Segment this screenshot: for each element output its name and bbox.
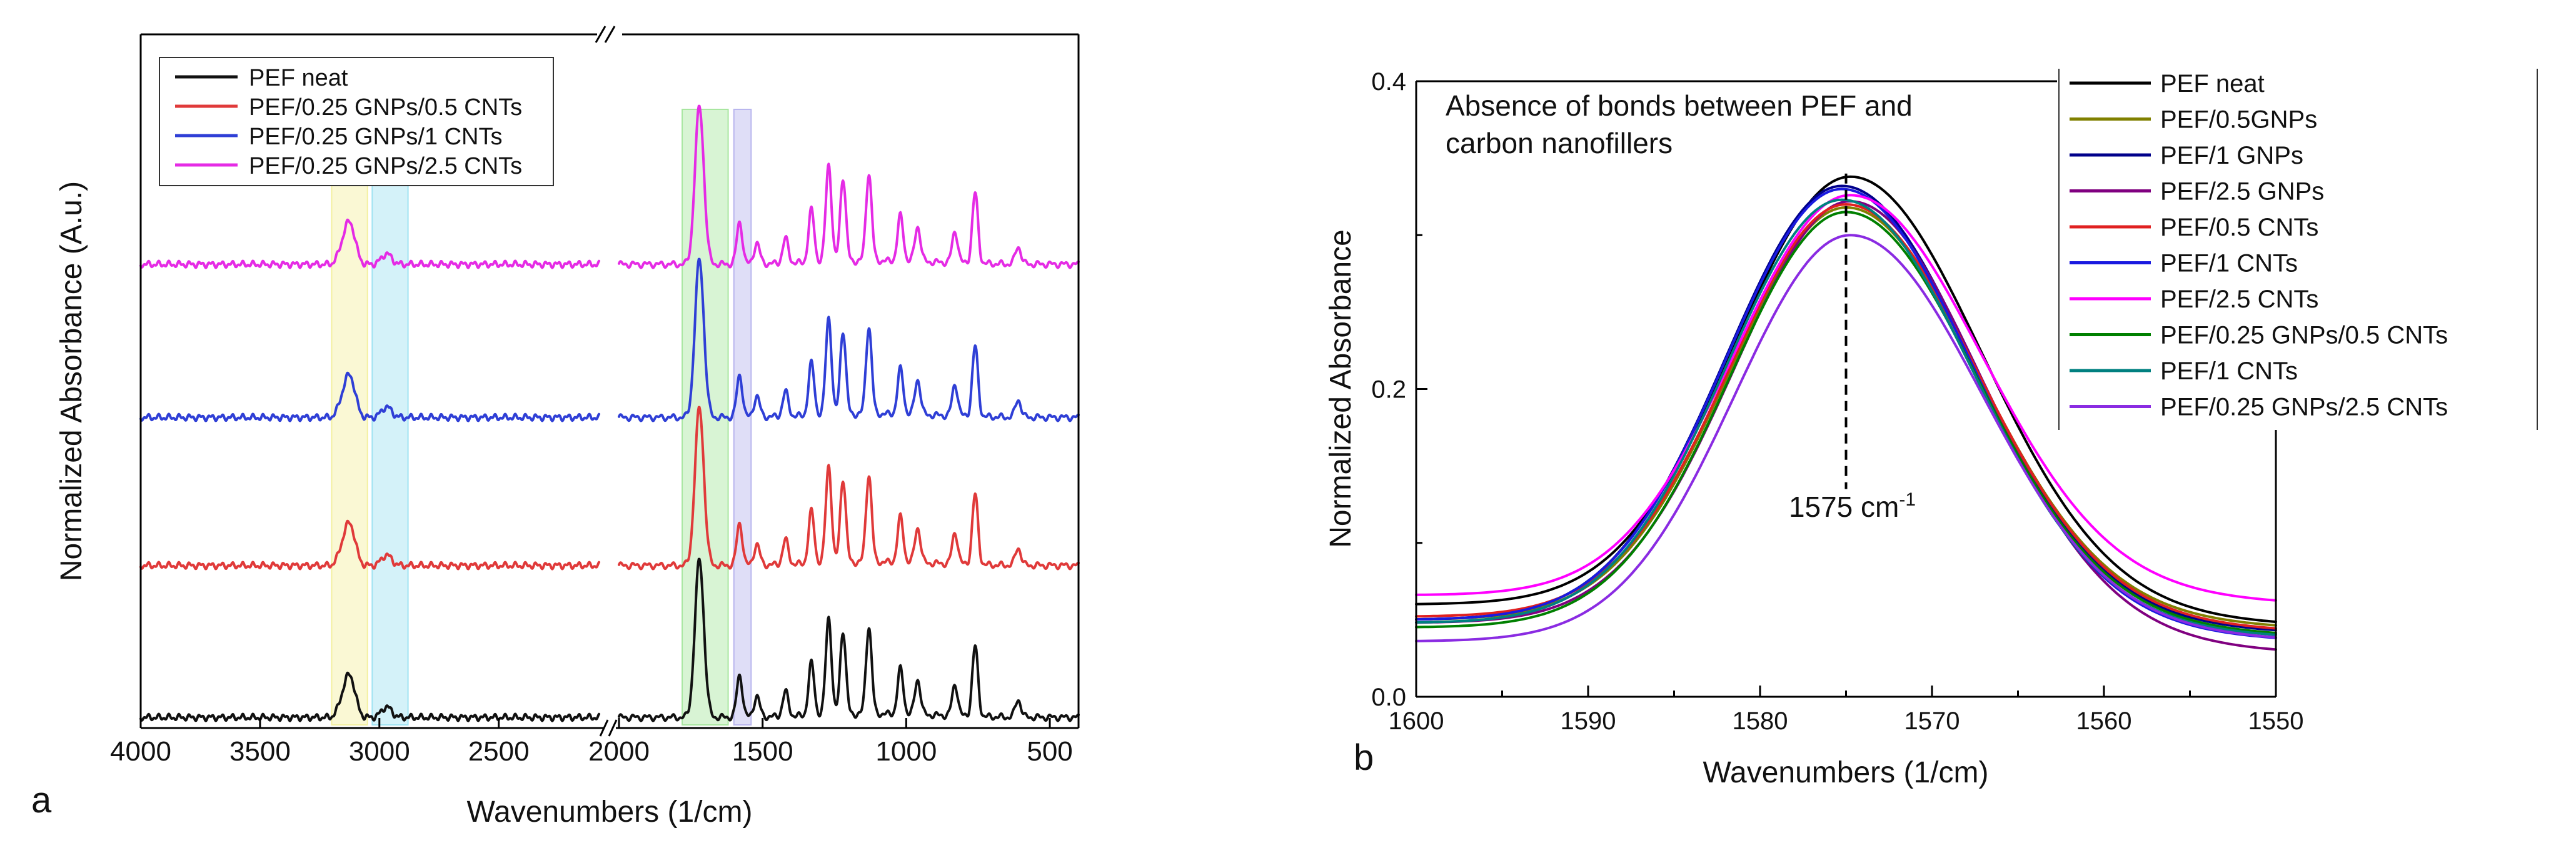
panel-b-xlabel: Wavenumbers (1/cm)	[1703, 756, 1989, 789]
peak-marker-label-text: 1575 cm	[1789, 491, 1899, 523]
spectrum-pef-neat	[618, 557, 1080, 722]
y-tick-label: 0.2	[1371, 376, 1406, 404]
legend-label: PEF/0.5 CNTs	[2160, 214, 2318, 241]
legend-label: PEF/0.25 GNPs/1 CNTs	[249, 124, 502, 150]
panel-a-label: a	[31, 780, 52, 821]
legend-label: PEF/1 GNPs	[2160, 142, 2303, 169]
legend-label: PEF/2.5 GNPs	[2160, 178, 2324, 206]
x-tick-label: 2000	[588, 736, 650, 767]
trace-pef-2-5-gnps	[1415, 200, 2277, 651]
spectrum-pef-0-25-gnps-2-5-cnts	[139, 218, 600, 269]
legend-label: PEF/0.25 GNPs/0.5 CNTs	[249, 94, 522, 121]
highlight-band	[733, 109, 752, 726]
peak-marker-label-sup: -1	[1899, 489, 1916, 510]
y-tick-label: 0.4	[1371, 68, 1406, 96]
axis-break-mark	[604, 26, 616, 43]
legend-label: PEF/1 CNTs	[2160, 250, 2298, 277]
trace-pef-1-cnts	[1415, 187, 2277, 639]
annotation-line-1: Absence of bonds between PEF and	[1446, 89, 1913, 122]
x-tick-label: 1550	[2248, 707, 2304, 735]
panel-b: 1600 1590 1580 1570 1560 1550 0.0 0.2 0.4 1575 c…	[1324, 68, 2538, 789]
panel-a: 4000 3500 3000 2500 2000 1500 1000 500 PEF neat…	[31, 26, 1080, 829]
panel-b-ylabel: Normalized Absorbance	[1324, 229, 1357, 548]
panel-a-xlabel: Wavenumbers (1/cm)	[467, 796, 753, 829]
trace-pef-0-25-gnps-2-5-cnts	[1415, 234, 2277, 642]
y-tick-label: 0.0	[1371, 684, 1406, 711]
legend-label: PEF/0.25 GNPs/2.5 CNTs	[249, 153, 522, 179]
legend-label: PEF/0.25 GNPs/0.5 CNTs	[2160, 322, 2448, 349]
legend-label: PEF neat	[2160, 70, 2265, 97]
x-tick-label: 2500	[468, 736, 530, 767]
x-tick-label: 3000	[349, 736, 410, 767]
x-tick-label: 1500	[732, 736, 793, 767]
panel-b-label: b	[1354, 737, 1374, 778]
annotation-line-2: carbon nanofillers	[1446, 127, 1673, 159]
x-tick-label: 1600	[1389, 707, 1444, 735]
spectrum-pef-neat	[139, 671, 600, 722]
legend-label: PEF/2.5 CNTs	[2160, 286, 2318, 313]
legend-label: PEF/0.25 GNPs/2.5 CNTs	[2160, 394, 2448, 421]
axis-break-mark	[608, 719, 618, 737]
spectrum-pef-0-25-gnps-1-cnts	[618, 257, 1080, 422]
spectrum-pef-0-25-gnps-1-cnts	[139, 371, 600, 422]
axis-break-mark	[595, 26, 606, 43]
legend-label: PEF/0.5GNPs	[2160, 106, 2317, 134]
x-tick-label: 1580	[1733, 707, 1788, 735]
axis-break-mark	[599, 719, 609, 737]
x-tick-label: 500	[1027, 736, 1072, 767]
panel-a-ylabel: Normalized Absorbance (A.u.)	[55, 181, 88, 581]
spectrum-pef-0-25-gnps-0-5-cnts	[618, 406, 1080, 571]
x-tick-label: 1590	[1561, 707, 1616, 735]
spectrum-pef-0-25-gnps-2-5-cnts	[618, 104, 1080, 269]
x-tick-label: 1000	[875, 736, 937, 767]
legend-label: PEF neat	[249, 65, 348, 91]
x-tick-label: 1560	[2076, 707, 2132, 735]
legend-label: PEF/1 CNTs	[2160, 357, 2298, 385]
x-tick-label: 4000	[110, 736, 171, 767]
x-tick-label: 3500	[229, 736, 291, 767]
peak-marker-label: 1575 cm-1	[1789, 489, 1916, 523]
x-tick-label: 1570	[1904, 707, 1960, 735]
spectrum-pef-0-25-gnps-0-5-cnts	[139, 519, 600, 571]
